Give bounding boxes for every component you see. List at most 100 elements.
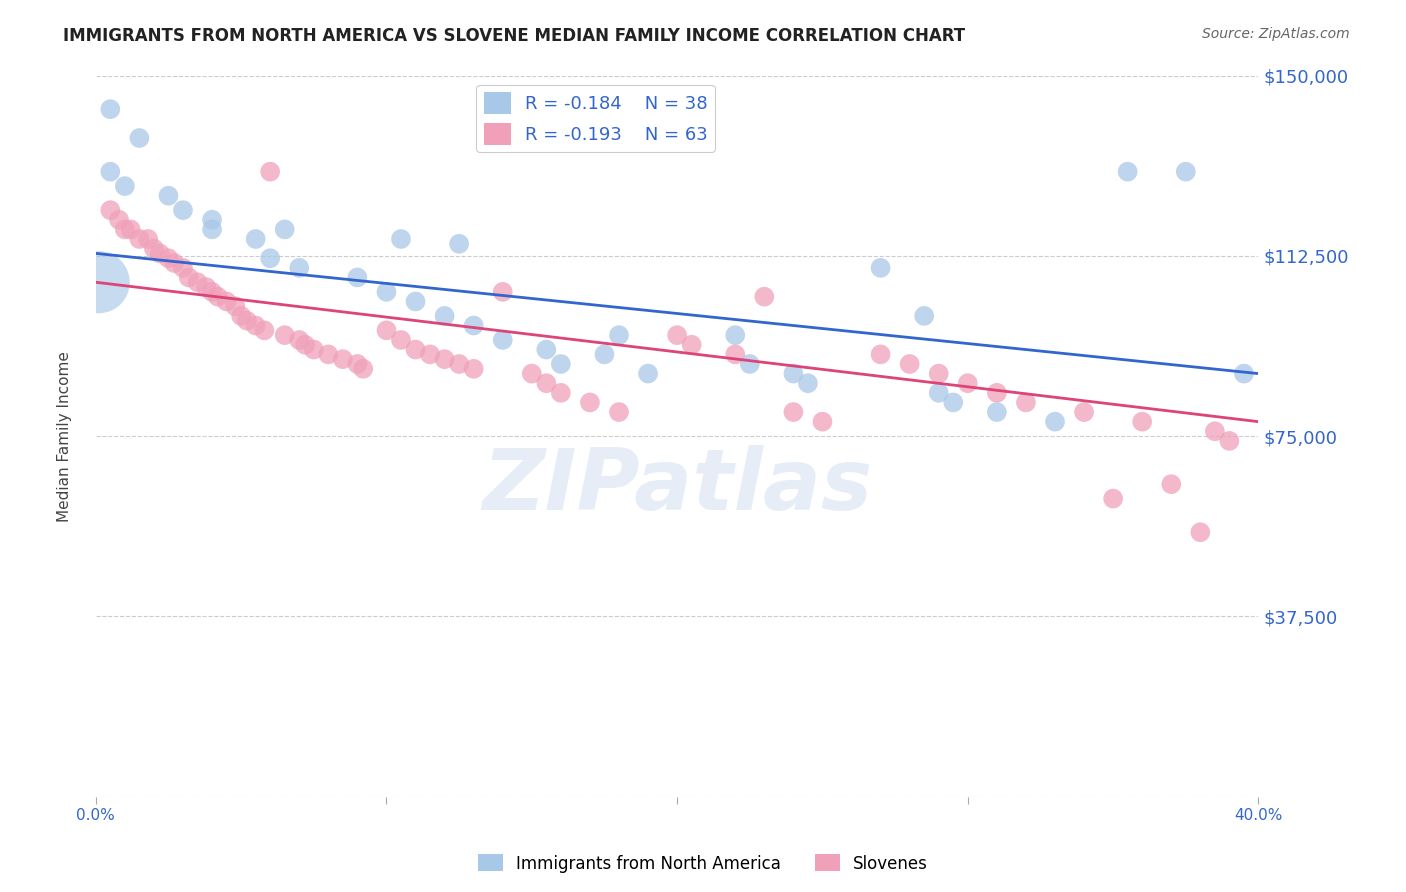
Point [172,203,194,218]
Point [389,333,412,347]
Point [163,256,186,270]
Point [666,328,689,343]
Point [637,367,659,381]
Point [607,328,630,343]
Point [797,376,820,391]
Point [224,299,246,313]
Point [1130,415,1153,429]
Y-axis label: Median Family Income: Median Family Income [58,351,72,522]
Point [492,333,515,347]
Point [149,246,172,260]
Point [738,357,761,371]
Point [236,314,259,328]
Point [245,232,267,246]
Point [579,395,602,409]
Point [536,343,558,357]
Point [405,294,427,309]
Point [142,242,165,256]
Point [98,203,121,218]
Point [98,102,121,116]
Point [1189,525,1212,540]
Point [1073,405,1095,419]
Point [108,212,131,227]
Point [1015,395,1038,409]
Point [229,309,252,323]
Point [754,290,776,304]
Point [1233,367,1256,381]
Point [177,270,200,285]
Point [318,347,340,361]
Legend: R = -0.184    N = 38, R = -0.193    N = 63: R = -0.184 N = 38, R = -0.193 N = 63 [477,85,716,152]
Point [782,367,804,381]
Legend: Immigrants from North America, Slovenes: Immigrants from North America, Slovenes [471,847,935,880]
Point [352,361,374,376]
Point [928,367,950,381]
Point [405,343,427,357]
Point [724,347,747,361]
Point [1043,415,1066,429]
Point [201,212,224,227]
Point [157,251,180,265]
Point [1160,477,1182,491]
Point [607,405,630,419]
Point [550,357,572,371]
Point [898,357,921,371]
Point [207,290,229,304]
Point [114,222,136,236]
Point [986,405,1008,419]
Point [536,376,558,391]
Point [294,337,316,351]
Point [245,318,267,333]
Text: ZIPatlas: ZIPatlas [482,445,872,528]
Point [274,328,297,343]
Point [449,357,471,371]
Point [288,260,311,275]
Point [463,361,485,376]
Point [520,367,543,381]
Point [215,294,238,309]
Point [593,347,616,361]
Point [375,323,398,337]
Point [114,179,136,194]
Point [942,395,965,409]
Point [550,385,572,400]
Point [433,309,456,323]
Point [433,352,456,367]
Point [928,385,950,400]
Point [98,164,121,178]
Point [1116,164,1139,178]
Point [869,347,891,361]
Point [389,232,412,246]
Point [259,164,281,178]
Point [136,232,159,246]
Point [681,337,703,351]
Point [172,260,194,275]
Point [375,285,398,299]
Point [492,285,515,299]
Point [449,236,471,251]
Point [1218,434,1240,448]
Point [1174,164,1197,178]
Point [782,405,804,419]
Point [186,275,208,289]
Text: IMMIGRANTS FROM NORTH AMERICA VS SLOVENE MEDIAN FAMILY INCOME CORRELATION CHART: IMMIGRANTS FROM NORTH AMERICA VS SLOVENE… [63,27,966,45]
Point [332,352,354,367]
Point [288,333,311,347]
Point [128,232,150,246]
Point [201,285,224,299]
Point [419,347,441,361]
Point [956,376,979,391]
Point [87,275,110,289]
Point [986,385,1008,400]
Point [1204,425,1226,439]
Point [120,222,142,236]
Point [274,222,297,236]
Text: Source: ZipAtlas.com: Source: ZipAtlas.com [1202,27,1350,41]
Point [259,251,281,265]
Point [128,131,150,145]
Point [869,260,891,275]
Point [811,415,834,429]
Point [463,318,485,333]
Point [253,323,276,337]
Point [195,280,218,294]
